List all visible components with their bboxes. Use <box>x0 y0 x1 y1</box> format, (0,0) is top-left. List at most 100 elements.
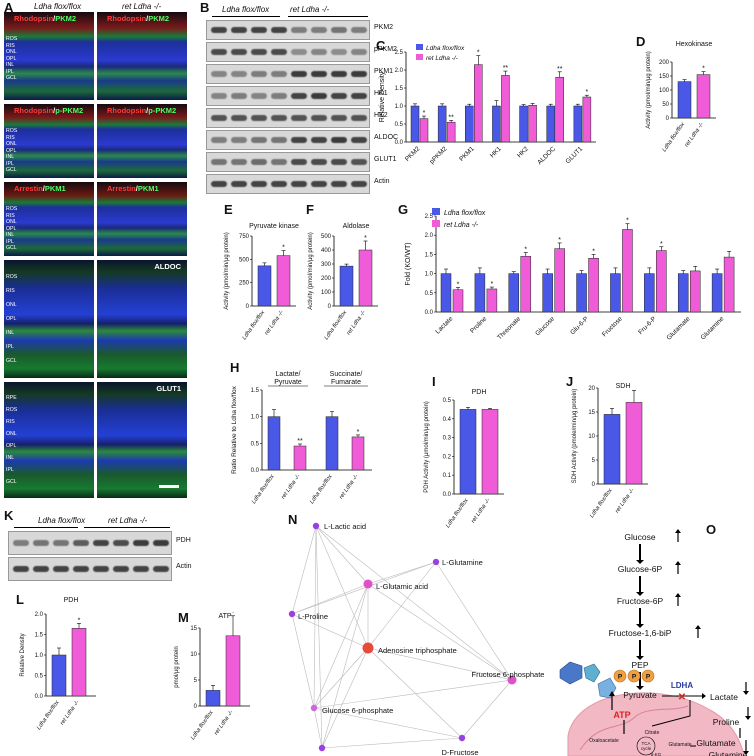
network-node <box>363 579 373 589</box>
bar <box>486 288 498 313</box>
network-node-label: D-Fructose <box>441 748 478 756</box>
blot-strip <box>8 557 172 581</box>
significance-mark: * <box>457 281 460 288</box>
x-tick-label: GLUT1 <box>565 145 585 165</box>
blot-band <box>211 49 227 55</box>
significance-mark: * <box>592 248 595 255</box>
bar <box>554 248 565 313</box>
y-tick-label: 500 <box>321 234 332 240</box>
increase-arrowhead <box>675 561 681 565</box>
atp-label: ATP <box>613 710 630 720</box>
x-tick-label: pPKM2 <box>429 145 449 165</box>
group-label: Pyruvate <box>274 379 302 386</box>
layer-label: OPL <box>6 316 17 322</box>
layer-label: OPL <box>6 225 17 232</box>
network-node-label: Adenosine triphosphate <box>378 646 457 655</box>
mitochondrion-crista <box>579 705 689 751</box>
significance-mark: * <box>585 89 588 96</box>
blot-band <box>351 115 367 121</box>
blot-band <box>291 137 307 143</box>
x-tick-label: ret Ldha -/- <box>338 474 359 501</box>
micrograph-title: ALDOC <box>154 262 181 271</box>
y-tick-label: 0.5 <box>443 398 452 404</box>
significance-mark: * <box>558 237 561 244</box>
x-tick-label: ret Ldha -/- <box>684 122 705 149</box>
phosphate-circle <box>627 669 641 683</box>
network-edge <box>313 583 369 709</box>
blot-band <box>231 181 247 187</box>
blot-band <box>271 159 287 165</box>
micrograph-title: Rhodopsin/PKM2 <box>14 14 77 23</box>
blot-band <box>211 137 227 143</box>
bar <box>492 105 501 143</box>
blot-row-label: Actin <box>176 563 192 570</box>
blot-panel-k: PDH Actin <box>8 531 208 591</box>
significance-mark: * <box>357 429 360 436</box>
pathway-o: Glucose Glucose-6P Fructose-6P Fructose-1,6… <box>559 529 751 756</box>
layer-label: GCL <box>6 358 17 364</box>
blot-band <box>351 49 367 55</box>
chart-m: ATP 0 5 10 15 pmol/μg protein Ldha flox/flox * r… <box>174 612 250 741</box>
y-tick-label: 1.5 <box>395 86 404 92</box>
significance-mark: ** <box>448 114 454 121</box>
mito-label: α-KG <box>651 752 662 756</box>
bar <box>588 257 599 313</box>
x-tick-label: HK2 <box>516 145 530 159</box>
network-node-label: L-Proline <box>298 612 328 621</box>
chart-l: PDH 0.0 0.5 1.0 1.5 2.0 Relative Density Ldha f… <box>20 597 96 731</box>
chart-e: Pyruvate kinase 0 250 500 750 Activity (pmol/… <box>224 223 299 341</box>
chart-title: SDH <box>616 383 631 390</box>
y-tick-label: 2.0 <box>35 612 44 618</box>
x-tick-label: Ldha flox/flox <box>589 487 614 519</box>
network-edge <box>291 613 315 709</box>
network-node <box>312 522 320 530</box>
blot-band <box>291 159 307 165</box>
retina-layer-labels: RPE ROS RIS ONL OPL INL IPL GCL <box>6 392 17 488</box>
retina-layer-labels: ROS RIS ONL OPL INL IPL GCL <box>6 206 17 252</box>
significance-mark: * <box>78 617 81 624</box>
x-tick-label: PKM2 <box>404 145 422 163</box>
network-node <box>318 744 326 752</box>
micrograph-r1-c1: Rhodopsin/p-PKM2 <box>97 104 187 178</box>
significance-mark: ** <box>503 65 509 72</box>
panel-b-group-ko: ret Ldha -/- <box>290 5 330 14</box>
chart-d: Hexokinase 0 50 100 150 200 Activity (pmol/min… <box>646 41 716 153</box>
bar <box>622 229 633 313</box>
panel-label-l: L <box>16 592 24 607</box>
blot-band <box>331 159 347 165</box>
ldha-arrowhead <box>702 693 706 699</box>
layer-label: IPL <box>6 467 14 473</box>
y-tick-label: 0.4 <box>443 417 452 423</box>
retina-layer-labels: ROS RIS ONL OPL INL IPL GCL <box>6 128 17 174</box>
mito-label: TCA <box>642 741 651 746</box>
micrograph-title: Arrestin/PKM1 <box>14 184 66 193</box>
y-tick-label: 0.1 <box>443 473 452 479</box>
y-tick-label: 300 <box>321 262 332 268</box>
blot-band <box>231 49 247 55</box>
blot-band <box>153 540 169 546</box>
chart-h: 0.0 0.5 1.0 1.5 Ratio Relative to Ldha flox/… <box>231 371 372 505</box>
bar <box>481 409 499 495</box>
bar <box>576 273 587 313</box>
blot-row-label: pPKM2 <box>374 46 397 53</box>
blot-strip <box>206 64 370 84</box>
x-tick-label: ret Ldha -/- <box>614 488 635 515</box>
blot-band <box>251 71 267 77</box>
blot-band <box>351 27 367 33</box>
pyruvate-to-mito-arrow <box>651 700 691 727</box>
bar <box>573 105 583 143</box>
panel-label-h: H <box>230 360 240 375</box>
chart-g: 0.0 0.5 1.0 1.5 2.0 2.5 Fold (KO/WT) Ldha flox/… <box>405 208 741 342</box>
network-edge <box>321 737 463 749</box>
network-edge <box>321 647 369 749</box>
micrograph-r0-c1: Rhodopsin/PKM2 <box>97 12 187 100</box>
y-tick-label: 0.0 <box>425 310 434 316</box>
y-tick-label: 0 <box>246 304 250 310</box>
pathway-arrowhead <box>636 592 644 596</box>
blot-band <box>331 27 347 33</box>
blot-band <box>331 137 347 143</box>
blot-band <box>311 49 327 55</box>
network-node <box>310 704 318 712</box>
blot-band <box>311 159 327 165</box>
network-node-label: L-Lactic acid <box>324 522 366 531</box>
